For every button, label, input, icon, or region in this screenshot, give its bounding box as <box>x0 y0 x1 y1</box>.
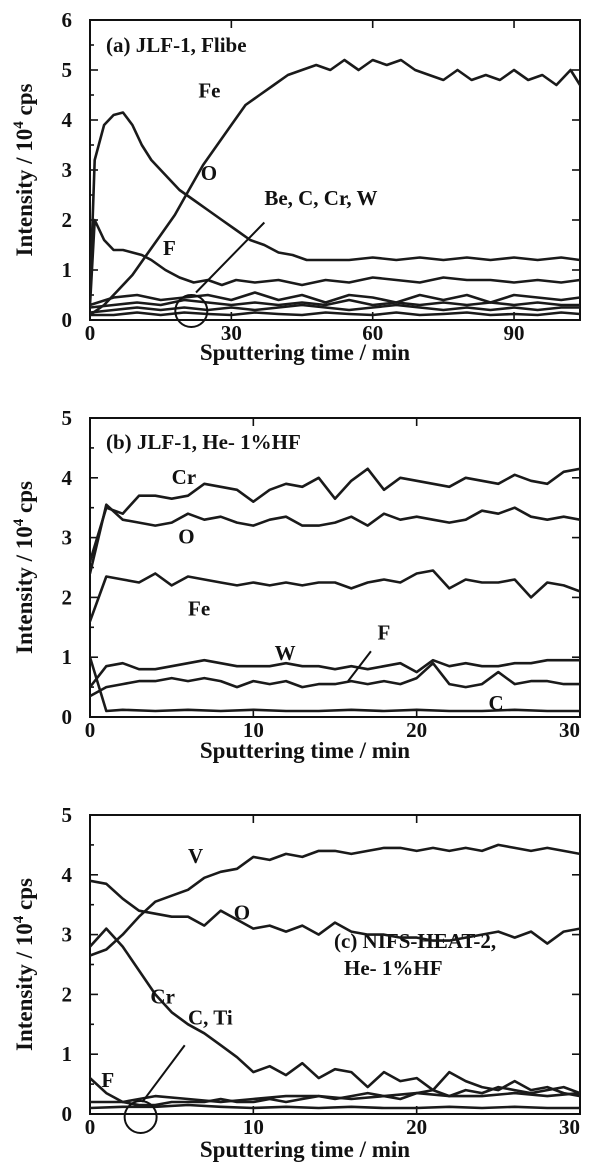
y-tick-label: 2 <box>62 585 73 609</box>
x-tick-label: 30 <box>559 1115 580 1139</box>
y-tick-label: 0 <box>62 308 73 332</box>
series-line-o <box>90 879 580 945</box>
y-tick-label: 1 <box>62 1042 73 1066</box>
series-label-o: O <box>178 525 194 549</box>
series-line-w <box>90 658 580 689</box>
y-tick-label: 0 <box>62 1102 73 1126</box>
series-label-cr: Cr <box>150 984 175 1008</box>
panel-title: (b) JLF-1, He- 1%HF <box>106 430 301 454</box>
series-label-cr: Cr <box>172 465 197 489</box>
y-tick-label: 1 <box>62 258 73 282</box>
series-line-c <box>90 1091 580 1104</box>
series-line-c <box>90 298 580 309</box>
series-line-fe <box>90 569 580 623</box>
annotation-leader-line <box>347 650 372 682</box>
x-tick-label: 10 <box>243 1115 264 1139</box>
series-label-c: C <box>489 691 504 715</box>
x-axis-label: Sputtering time / min <box>200 340 410 365</box>
x-axis-label: Sputtering time / min <box>200 738 410 763</box>
series-line-fe <box>90 58 580 317</box>
y-axis-label: Intensity / 104 cps <box>11 83 37 256</box>
y-tick-label: 5 <box>62 58 73 82</box>
x-tick-label: 90 <box>504 321 525 345</box>
y-tick-label: 5 <box>62 803 73 827</box>
y-tick-label: 3 <box>62 526 73 550</box>
series-label-o: O <box>201 161 217 185</box>
series-label-w: W <box>275 641 296 665</box>
series-line-f <box>90 661 580 698</box>
x-tick-label: 10 <box>243 718 264 742</box>
annotation-leader-line <box>141 1044 186 1103</box>
y-tick-label: 4 <box>62 108 73 132</box>
series-line-o <box>90 503 580 575</box>
series-label-v: V <box>188 844 203 868</box>
y-tick-label: 2 <box>62 982 73 1006</box>
series-line-o <box>90 111 580 297</box>
panel-title: (a) JLF-1, Flibe <box>106 33 247 57</box>
x-tick-label: 0 <box>85 321 96 345</box>
series-line-ti <box>90 1103 580 1110</box>
series-label-o: O <box>234 901 250 925</box>
y-tick-label: 1 <box>62 645 73 669</box>
series-label-cti: C, Ti <box>188 1005 233 1029</box>
series-line-f <box>90 218 580 307</box>
y-tick-label: 2 <box>62 208 73 232</box>
panel-title-line2: He- 1%HF <box>344 956 443 980</box>
series-label-bccw: Be, C, Cr, W <box>264 186 377 210</box>
y-tick-label: 4 <box>62 863 73 887</box>
y-tick-label: 5 <box>62 406 73 430</box>
y-tick-label: 3 <box>62 158 73 182</box>
x-tick-label: 20 <box>406 718 427 742</box>
y-tick-label: 0 <box>62 705 73 729</box>
chart-panel-b: 0 1 2 3 4 5 0 10 20 30 Sputtering time / min Intens… <box>11 406 581 763</box>
series-line-cr <box>90 467 580 563</box>
series-line-f <box>90 1076 580 1107</box>
plot-frame <box>89 19 581 321</box>
series-line-c <box>90 655 580 713</box>
series-label-fe: Fe <box>188 596 210 620</box>
y-tick-label: 4 <box>62 466 73 490</box>
x-tick-label: 20 <box>406 1115 427 1139</box>
x-tick-label: 0 <box>85 1115 96 1139</box>
x-tick-label: 30 <box>221 321 242 345</box>
x-tick-label: 30 <box>559 718 580 742</box>
series-line-w <box>90 311 580 317</box>
series-line-v <box>90 843 580 957</box>
plot-frame <box>89 417 581 718</box>
series-line-be <box>90 291 580 307</box>
series-label-f: F <box>163 236 176 260</box>
series-line-cr <box>90 303 580 314</box>
y-tick-label: 3 <box>62 923 73 947</box>
series-label-f: F <box>101 1068 114 1092</box>
y-axis-label: Intensity / 104 cps <box>11 878 37 1051</box>
series-label-fe: Fe <box>198 79 220 103</box>
annotation-circle <box>174 294 209 328</box>
chart-panel-c: 0 1 2 3 4 5 0 10 20 30 Sputtering time / min Intens… <box>11 803 581 1162</box>
y-axis-label: Intensity / 104 cps <box>11 481 37 654</box>
annotation-circle <box>123 1099 158 1134</box>
annotation-leader-line <box>195 221 266 294</box>
y-tick-label: 6 <box>62 8 73 32</box>
series-line-cr <box>90 927 580 1098</box>
x-axis-label: Sputtering time / min <box>200 1137 410 1162</box>
x-tick-label: 0 <box>85 718 96 742</box>
x-tick-label: 60 <box>362 321 383 345</box>
series-label-f: F <box>377 620 390 644</box>
